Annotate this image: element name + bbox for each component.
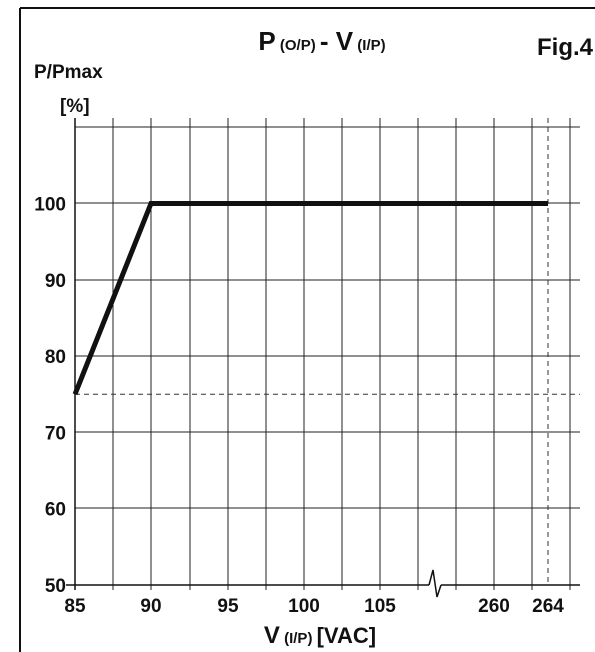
y-tick-label: 100	[34, 195, 66, 216]
y-tick-label: 50	[45, 576, 66, 597]
axis-break-icon	[428, 569, 442, 598]
xlabel-part: (I/P)	[280, 630, 317, 647]
chart-grid	[75, 118, 580, 590]
figure-label: Fig.4	[537, 34, 594, 61]
y-axis-unit: [%]	[60, 96, 90, 117]
x-tick-label: 264	[532, 596, 564, 617]
x-tick-label: 95	[217, 596, 239, 617]
y-axis-label: P/Pmax	[34, 62, 103, 83]
y-tick-label: 90	[45, 271, 66, 292]
xlabel-part: [VAC]	[317, 623, 376, 648]
x-tick-label: 105	[364, 596, 396, 617]
title-part: - V	[320, 26, 354, 56]
x-tick-label: 100	[288, 596, 320, 617]
reference-lines	[75, 118, 580, 585]
x-tick-label: 90	[140, 596, 161, 617]
y-tick-label: 70	[45, 423, 66, 444]
series-layer	[72, 201, 548, 396]
x-axis-label: V (I/P) [VAC]	[264, 622, 376, 649]
x-tick-label: 260	[478, 596, 510, 617]
y-tick-label: 60	[45, 500, 66, 521]
chart-title: P (O/P) - V (I/P)	[258, 26, 385, 56]
xlabel-part: V	[264, 622, 280, 649]
title-part: (O/P)	[276, 37, 320, 54]
x-tick-labels: 85 90 95 100 105 260 264	[64, 596, 564, 617]
series-line	[72, 201, 548, 396]
title-part: (I/P)	[353, 37, 386, 54]
title-part: P	[258, 26, 275, 56]
y-tick-label: 80	[45, 347, 66, 368]
x-tick-label: 85	[64, 596, 86, 617]
y-tick-labels: 50 60 70 80 90 100	[34, 195, 66, 598]
